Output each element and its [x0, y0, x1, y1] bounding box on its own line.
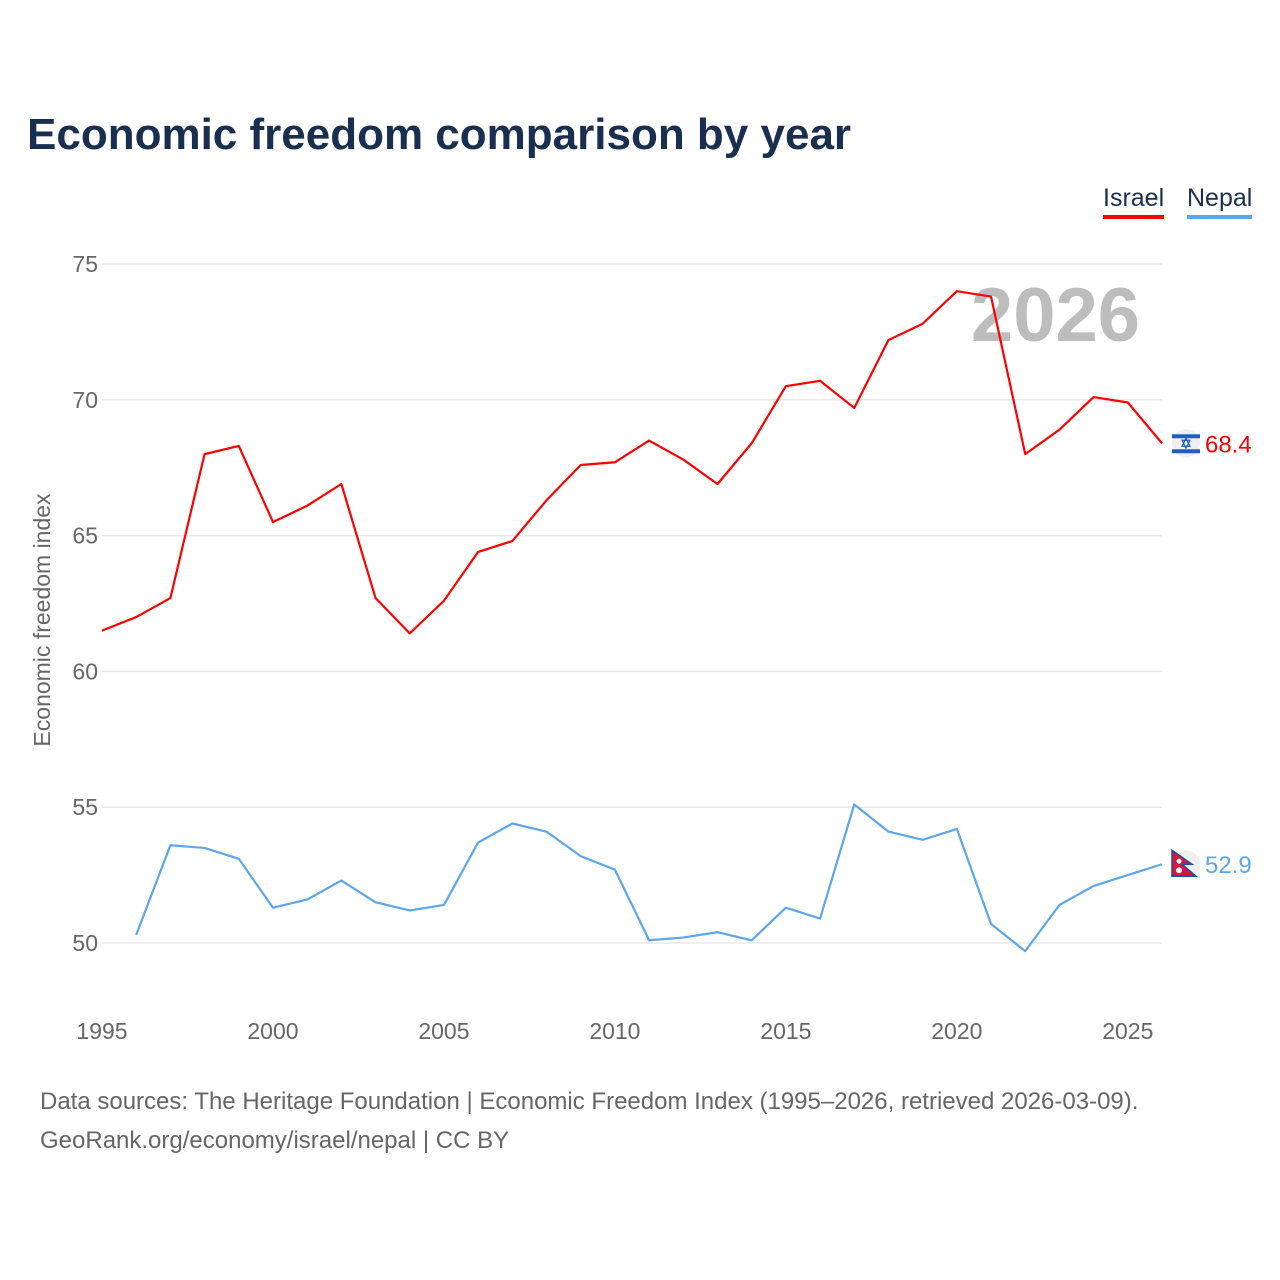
star-of-david-icon	[1181, 436, 1191, 447]
legend-israel[interactable]: Israel	[1103, 184, 1165, 219]
x-tick-label: 1995	[76, 1018, 127, 1044]
star-of-david-icon	[1181, 439, 1191, 450]
x-tick-label: 2005	[418, 1018, 469, 1044]
nepal-moon-icon	[1176, 858, 1182, 864]
series-line-nepal	[135, 803, 1163, 953]
y-tick-label: 65	[72, 523, 98, 549]
chart-title: Economic freedom comparison by year	[27, 110, 852, 159]
israel-flag-stripe	[1172, 434, 1200, 439]
y-tick-label: 75	[72, 251, 98, 277]
y-tick-label: 50	[72, 930, 98, 956]
nepal-sun-icon	[1176, 867, 1182, 874]
footer-sources: Data sources: The Heritage Foundation | …	[40, 1088, 1139, 1115]
x-tick-label: 2010	[589, 1018, 640, 1044]
x-tick-label: 2020	[931, 1018, 982, 1044]
y-tick-label: 70	[72, 387, 98, 413]
y-tick-label: 55	[72, 794, 98, 820]
israel-flag-stripe	[1172, 449, 1200, 454]
year-watermark: 2026	[971, 273, 1140, 358]
x-tick-label: 2015	[760, 1018, 811, 1044]
x-tick-label: 2000	[247, 1018, 298, 1044]
y-axis-label: Economic freedom index	[29, 493, 55, 747]
y-tick-label: 60	[72, 658, 98, 684]
end-value-label-israel: 68.4	[1205, 431, 1252, 458]
x-tick-label: 2025	[1102, 1018, 1153, 1044]
legend-nepal[interactable]: Nepal	[1187, 184, 1253, 219]
footer-link[interactable]: GeoRank.org/economy/israel/nepal | CC BY	[40, 1127, 510, 1154]
end-value-label-nepal: 52.9	[1205, 852, 1252, 879]
series-line-israel	[101, 290, 1163, 635]
